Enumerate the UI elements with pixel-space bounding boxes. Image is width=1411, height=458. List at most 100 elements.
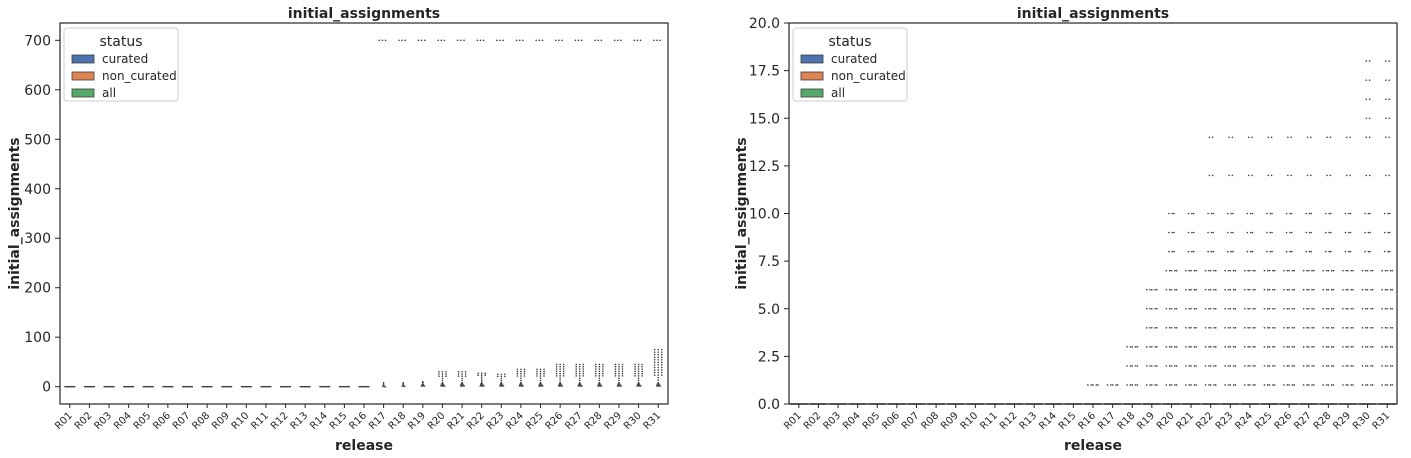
outlier-point xyxy=(598,365,601,368)
outlier-point xyxy=(575,368,578,370)
outlier-point xyxy=(1326,174,1328,177)
violin-R26 xyxy=(555,39,565,387)
outlier-point xyxy=(653,353,656,356)
outlier-point xyxy=(1370,346,1372,348)
outlier-point xyxy=(1175,288,1178,291)
outlier-point xyxy=(543,368,545,371)
violin-R24 xyxy=(515,39,526,387)
outlier-point xyxy=(1388,136,1391,139)
outlier-point xyxy=(1283,346,1285,348)
outlier-point xyxy=(502,39,505,42)
outlier-point xyxy=(1391,384,1394,386)
x-tick-label: R15 xyxy=(328,410,350,432)
outlier-point xyxy=(1165,288,1168,291)
outlier-point xyxy=(1293,365,1296,367)
outlier-point xyxy=(600,39,603,42)
outlier-point xyxy=(1149,307,1151,310)
outlier-point xyxy=(1388,79,1391,81)
outlier-point xyxy=(1388,250,1391,253)
outlier-point xyxy=(633,39,636,42)
outlier-point xyxy=(1213,269,1215,272)
outlier-point xyxy=(602,372,604,375)
outlier-point xyxy=(1311,384,1313,386)
outlier-point xyxy=(460,39,462,42)
outlier-point xyxy=(1212,250,1215,253)
outlier-point xyxy=(1345,365,1348,367)
outlier-point xyxy=(1170,346,1173,348)
chart-panel-2: initial_assignments 0.0 2.5 5.0 7.5 10.0 12.5 1… xyxy=(734,6,1398,454)
outlier-point xyxy=(1170,365,1173,367)
outlier-point xyxy=(1230,250,1232,253)
outlier-point xyxy=(618,370,620,373)
x-tick-label: R30 xyxy=(1351,410,1373,432)
outlier-point xyxy=(382,383,385,386)
outlier-point xyxy=(1329,174,1332,177)
outlier-point xyxy=(1285,212,1288,215)
outlier-point xyxy=(1268,288,1271,291)
outlier-point xyxy=(597,39,599,42)
outlier-point xyxy=(660,348,663,351)
outlier-point xyxy=(618,365,620,368)
outlier-point xyxy=(1247,327,1249,329)
outlier-point xyxy=(582,375,585,377)
outlier-point xyxy=(520,368,522,371)
plot-frame xyxy=(59,22,669,405)
x-tick-label: R31 xyxy=(1371,410,1393,432)
outlier-point xyxy=(1347,212,1350,215)
outlier-point xyxy=(463,39,465,42)
outlier-point xyxy=(660,358,663,361)
outlier-point xyxy=(1247,346,1249,348)
outlier-point xyxy=(1273,269,1276,272)
outlier-point xyxy=(1252,307,1255,310)
legend-entry-all: all xyxy=(831,86,845,100)
outlier-point xyxy=(1342,365,1344,367)
outlier-point xyxy=(1288,288,1290,291)
outlier-point xyxy=(1252,288,1255,291)
legend-swatch-non_curated xyxy=(800,71,824,81)
outlier-point xyxy=(1263,346,1266,348)
outlier-point xyxy=(1391,307,1394,310)
y-tick-label: 600 xyxy=(24,83,51,99)
x-tick-label: R14 xyxy=(308,410,330,432)
outlier-point xyxy=(1193,365,1196,367)
outlier-point xyxy=(1330,384,1333,386)
outlier-point xyxy=(1251,174,1253,177)
x-tick-label: R25 xyxy=(524,410,546,432)
outlier-point xyxy=(1283,288,1285,291)
outlier-point xyxy=(1389,288,1392,291)
outlier-point xyxy=(1208,307,1210,310)
outlier-point xyxy=(657,374,659,376)
outlier-point xyxy=(543,370,545,373)
outlier-point xyxy=(1290,174,1292,177)
outlier-point xyxy=(476,39,479,42)
x-tick-label: R08 xyxy=(920,410,942,432)
outlier-point xyxy=(1209,384,1212,386)
outlier-point xyxy=(1286,327,1289,329)
outlier-point xyxy=(1185,365,1187,367)
outlier-point xyxy=(1234,288,1237,291)
outlier-point xyxy=(1149,365,1151,367)
outlier-point xyxy=(1151,327,1153,329)
outlier-point xyxy=(1208,365,1210,367)
outlier-point xyxy=(1234,269,1237,272)
outlier-point xyxy=(660,353,663,356)
outlier-point xyxy=(1368,174,1371,177)
outlier-point xyxy=(1342,346,1344,348)
outlier-point xyxy=(539,381,542,384)
violin-body xyxy=(499,384,505,387)
outlier-point xyxy=(1367,231,1370,234)
outlier-point xyxy=(1252,269,1255,272)
x-tick-label: R19 xyxy=(406,410,428,432)
outlier-point xyxy=(1327,365,1330,367)
outlier-point xyxy=(1214,327,1217,329)
outlier-point xyxy=(555,370,558,373)
outlier-point xyxy=(1229,365,1232,367)
outlier-point xyxy=(1371,269,1374,272)
outlier-point xyxy=(1347,327,1349,329)
outlier-point xyxy=(1325,288,1328,291)
outlier-point xyxy=(1244,346,1246,348)
outlier-point xyxy=(1266,365,1269,367)
outlier-point xyxy=(1154,365,1156,367)
y-tick-label: 700 xyxy=(24,33,51,49)
outlier-point xyxy=(1271,250,1273,253)
